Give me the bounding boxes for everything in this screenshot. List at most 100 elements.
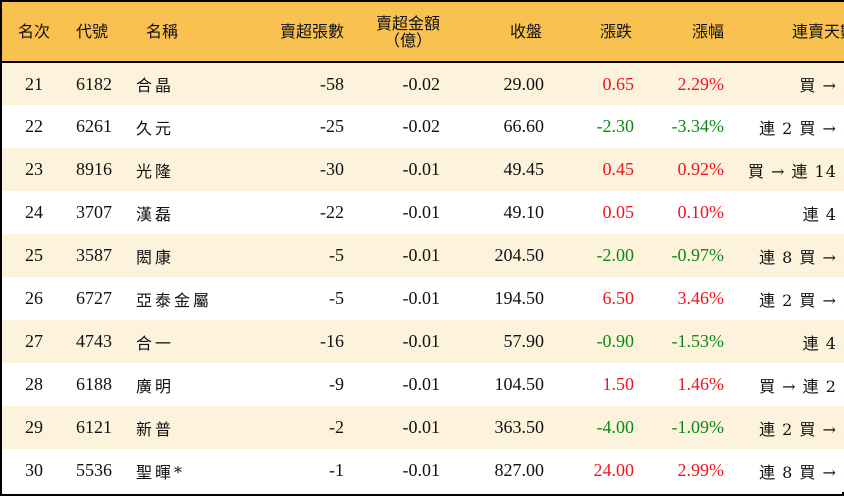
code-cell[interactable]: 4743 [76, 331, 112, 351]
lots-cell: -25 [320, 116, 344, 136]
change-pct-cell: 1.46% [677, 374, 725, 394]
amount-cell: -0.01 [402, 374, 441, 394]
amount-cell: -0.01 [402, 288, 441, 308]
rank-cell: 26 [25, 288, 43, 308]
streak-cell: 連 8 買 → 賣 [759, 462, 844, 482]
rank-cell: 24 [25, 202, 43, 222]
lots-cell: -58 [320, 73, 344, 94]
close-cell: 49.45 [503, 159, 545, 179]
name-cell[interactable]: 合一 [136, 333, 175, 353]
name-cell[interactable]: 新普 [136, 419, 175, 439]
close-cell: 49.10 [503, 202, 545, 222]
change-pct-cell: 0.92% [677, 159, 725, 179]
streak-cell: 買 → 連 14 賣 [747, 161, 844, 181]
code-cell[interactable]: 3587 [76, 245, 112, 265]
amount-cell: -0.01 [402, 460, 441, 480]
rank-cell: 27 [25, 331, 43, 351]
close-cell: 827.00 [494, 460, 545, 480]
code-cell[interactable]: 6188 [76, 374, 112, 394]
table-row[interactable]: 25 3587 閎康 -5 -0.01 204.50 -2.00 -0.97% … [2, 234, 844, 277]
amount-cell: -0.01 [402, 159, 441, 179]
change-pct-cell: -1.53% [671, 331, 725, 351]
rank-cell: 28 [25, 374, 43, 394]
name-cell[interactable]: 閎康 [136, 247, 175, 267]
lots-cell: -2 [329, 417, 344, 437]
change-cell: 6.50 [602, 288, 635, 308]
amount-cell: -0.01 [402, 331, 441, 351]
change-pct-cell: 0.10% [677, 202, 725, 222]
header-code[interactable]: 代號 [66, 2, 128, 63]
streak-cell: 買 → 賣 [799, 76, 844, 95]
header-name[interactable]: 名稱 [128, 2, 258, 63]
code-cell[interactable]: 8916 [76, 159, 112, 179]
close-cell: 194.50 [494, 288, 545, 308]
name-cell[interactable]: 亞泰金屬 [136, 290, 213, 310]
rank-cell: 23 [25, 159, 43, 179]
table-row[interactable]: 26 6727 亞泰金屬 -5 -0.01 194.50 6.50 3.46% … [2, 277, 844, 320]
code-cell[interactable]: 6727 [76, 288, 112, 308]
change-cell: 0.05 [602, 202, 635, 222]
name-cell[interactable]: 聖暉* [136, 462, 186, 482]
lots-cell: -1 [329, 460, 344, 480]
lots-cell: -16 [320, 331, 344, 351]
code-cell[interactable]: 6182 [76, 73, 112, 94]
change-pct-cell: 2.29% [677, 73, 725, 94]
name-cell[interactable]: 久元 [136, 118, 175, 138]
close-cell: 363.50 [494, 417, 545, 437]
header-change[interactable]: 漲跌 [554, 2, 644, 63]
streak-cell: 連 4 賣 [802, 204, 844, 224]
table-row[interactable]: 28 6188 廣明 -9 -0.01 104.50 1.50 1.46% 買 … [2, 363, 844, 406]
streak-cell: 連 8 買 → 賣 [759, 247, 844, 267]
close-cell: 66.60 [503, 116, 545, 136]
change-cell: -4.00 [596, 417, 635, 437]
amount-cell: -0.01 [402, 245, 441, 265]
table-header: 名次 代號 名稱 賣超張數 賣超金額 （億） 收盤 漲跌 漲幅 連賣天數 [2, 2, 844, 63]
table-row[interactable]: 24 3707 漢磊 -22 -0.01 49.10 0.05 0.10% 連 … [2, 191, 844, 234]
streak-cell: 連 2 買 → 賣 [759, 419, 844, 439]
header-sell-over-amount-line1: 賣超金額 [375, 13, 440, 33]
table-row[interactable]: 29 6121 新普 -2 -0.01 363.50 -4.00 -1.09% … [2, 406, 844, 449]
code-cell[interactable]: 3707 [76, 202, 112, 222]
streak-cell: 連 4 賣 [802, 333, 844, 353]
header-close[interactable]: 收盤 [450, 2, 554, 63]
name-cell[interactable]: 光隆 [136, 161, 175, 181]
lots-cell: -22 [320, 202, 344, 222]
lots-cell: -9 [329, 374, 344, 394]
change-pct-cell: -1.09% [671, 417, 725, 437]
header-sell-over-lots[interactable]: 賣超張數 [258, 2, 354, 63]
change-cell: 0.65 [602, 73, 635, 94]
header-rank[interactable]: 名次 [2, 2, 66, 63]
name-cell[interactable]: 合晶 [136, 76, 175, 95]
code-cell[interactable]: 6261 [76, 116, 112, 136]
change-cell: -2.30 [596, 116, 635, 136]
code-cell[interactable]: 5536 [76, 460, 112, 480]
header-sell-over-amount-line2: （億） [383, 30, 432, 50]
change-cell: 0.45 [602, 159, 635, 179]
table-row[interactable]: 30 5536 聖暉* -1 -0.01 827.00 24.00 2.99% … [2, 449, 844, 492]
header-change-pct[interactable]: 漲幅 [644, 2, 734, 63]
table-row[interactable]: 23 8916 光隆 -30 -0.01 49.45 0.45 0.92% 買 … [2, 148, 844, 191]
code-cell[interactable]: 6121 [76, 417, 112, 437]
name-cell[interactable]: 廣明 [136, 376, 175, 396]
close-cell: 57.90 [503, 331, 545, 351]
lots-cell: -5 [329, 245, 344, 265]
header-sell-over-amount[interactable]: 賣超金額 （億） [354, 2, 450, 63]
table-row[interactable]: 22 6261 久元 -25 -0.02 66.60 -2.30 -3.34% … [2, 105, 844, 148]
header-row: 名次 代號 名稱 賣超張數 賣超金額 （億） 收盤 漲跌 漲幅 連賣天數 [2, 2, 844, 63]
name-cell[interactable]: 漢磊 [136, 204, 175, 224]
change-pct-cell: -3.34% [671, 116, 725, 136]
lots-cell: -30 [320, 159, 344, 179]
change-pct-cell: -0.97% [671, 245, 725, 265]
rank-cell: 30 [25, 460, 43, 480]
amount-cell: -0.01 [402, 202, 441, 222]
change-cell: 1.50 [602, 374, 635, 394]
table-row[interactable]: 21 6182 合晶 -58 -0.02 29.00 0.65 2.29% 買 … [2, 62, 844, 105]
table-row[interactable]: 27 4743 合一 -16 -0.01 57.90 -0.90 -1.53% … [2, 320, 844, 363]
close-cell: 204.50 [494, 245, 545, 265]
change-pct-cell: 3.46% [677, 288, 725, 308]
header-streak[interactable]: 連賣天數 [734, 2, 844, 63]
streak-cell: 買 → 連 2 賣 [759, 376, 844, 396]
rank-cell: 29 [25, 417, 43, 437]
rank-cell: 25 [25, 245, 43, 265]
